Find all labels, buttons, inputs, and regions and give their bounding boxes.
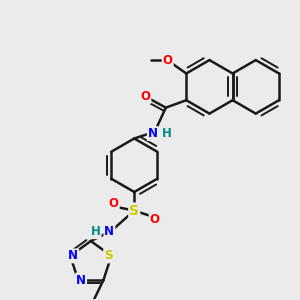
Text: O: O (150, 213, 160, 226)
Text: N: N (104, 225, 114, 238)
Text: O: O (109, 196, 119, 210)
Text: O: O (163, 54, 173, 67)
Text: O: O (140, 90, 150, 103)
Text: N: N (148, 127, 158, 140)
Text: S: S (104, 249, 112, 262)
Text: H: H (162, 127, 172, 140)
Text: S: S (129, 204, 139, 218)
Text: H: H (91, 225, 100, 238)
Text: N: N (76, 274, 86, 286)
Text: N: N (68, 249, 78, 262)
